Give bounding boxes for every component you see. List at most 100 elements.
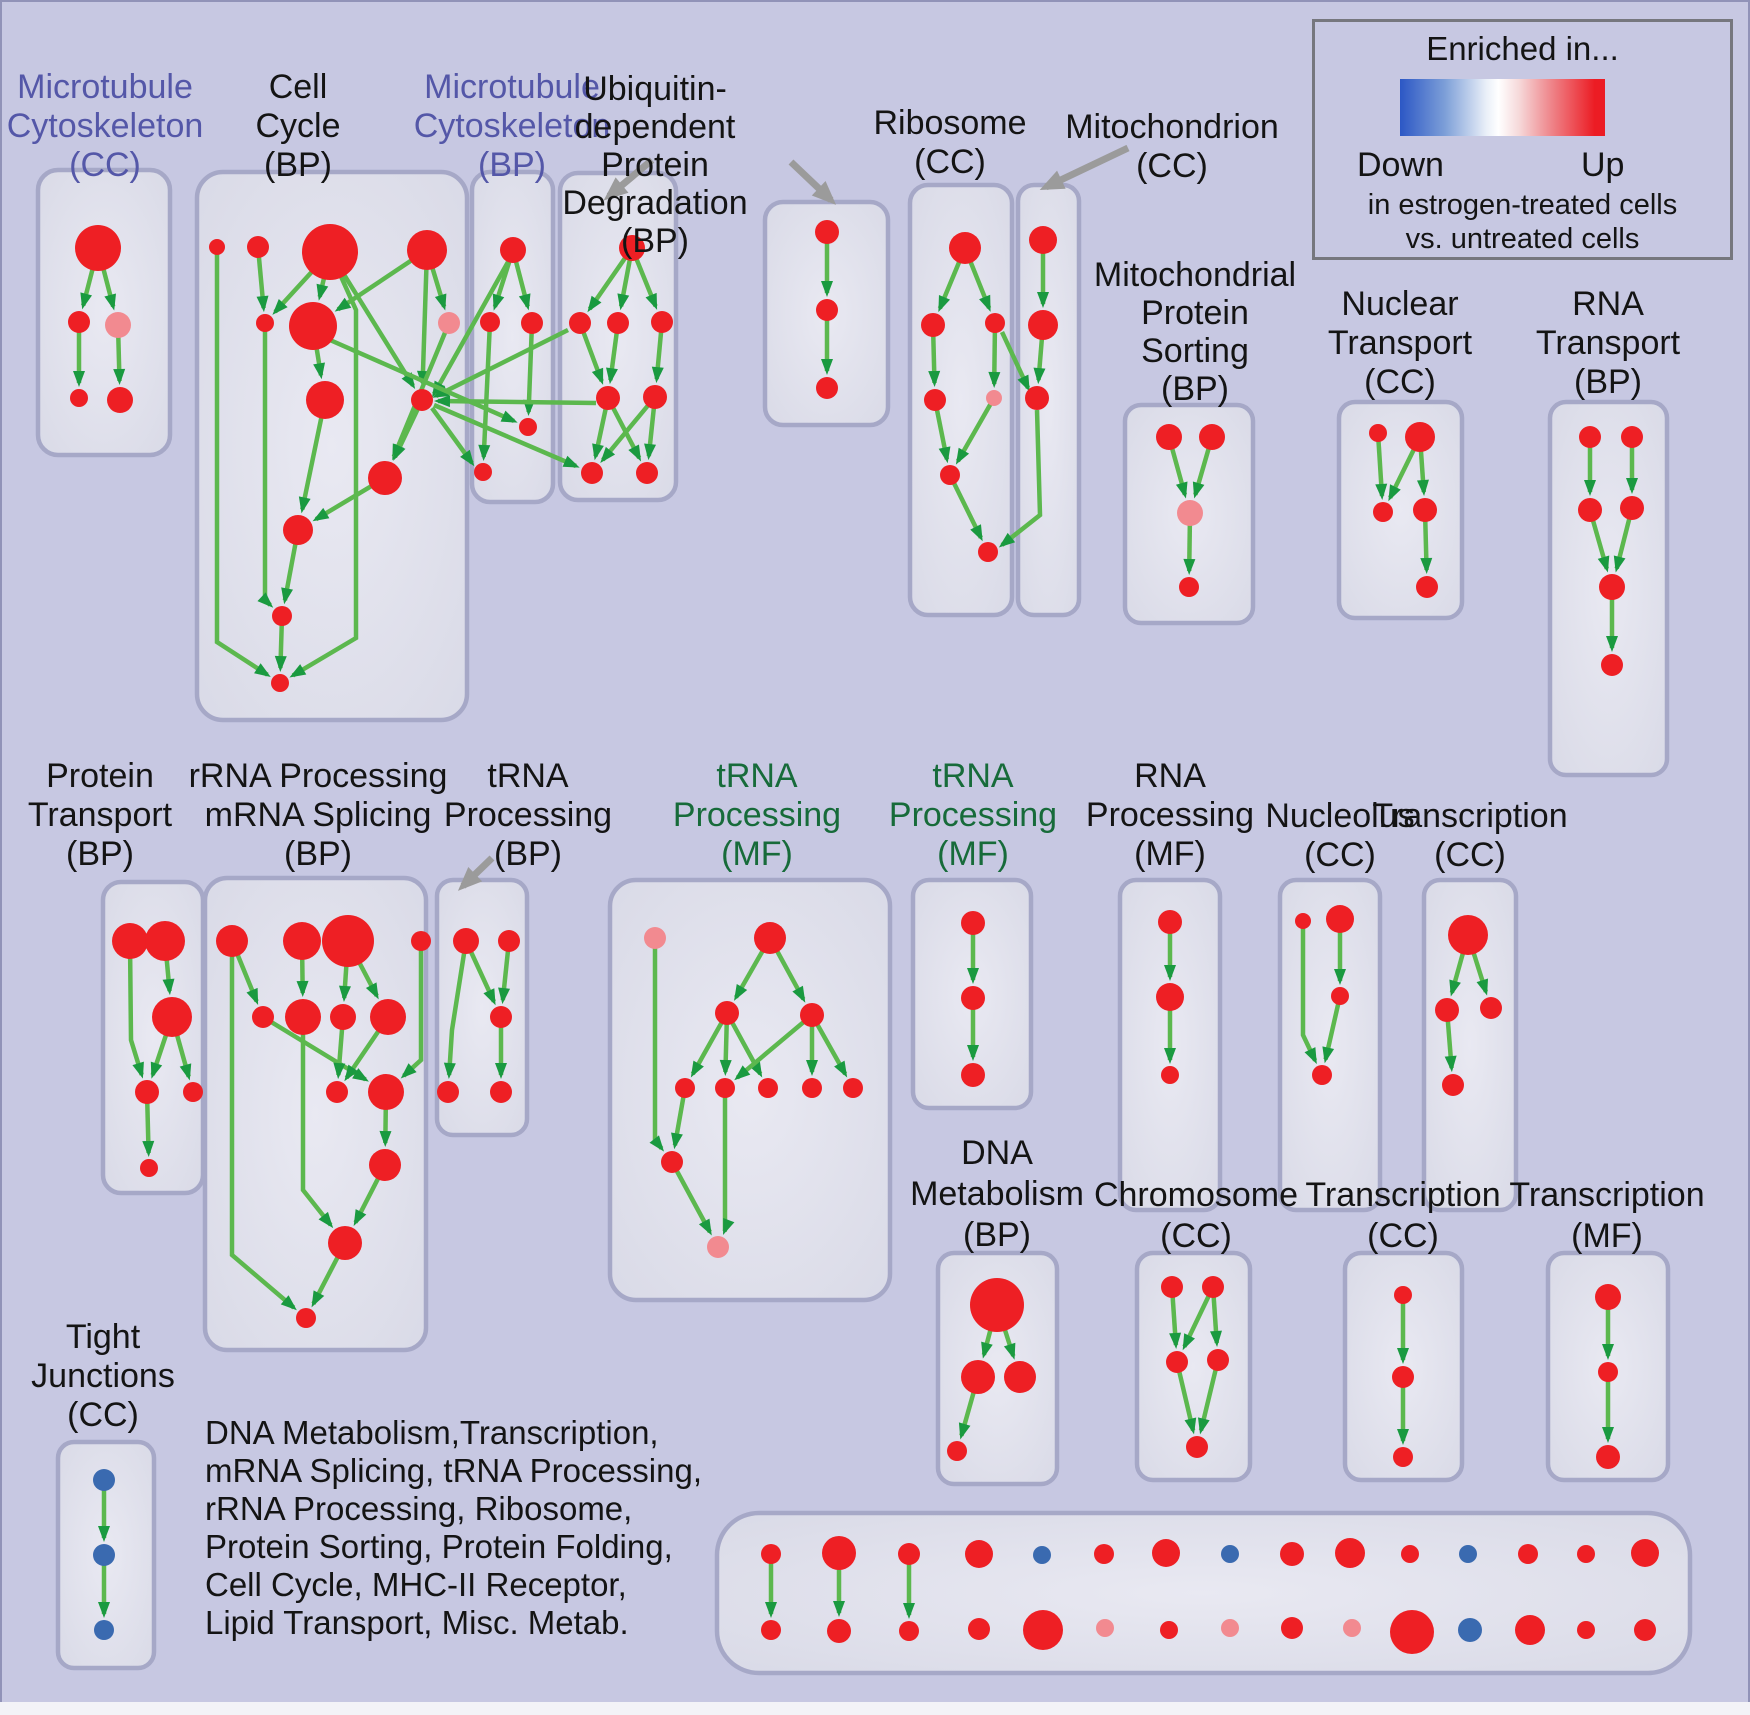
go-term-node — [521, 312, 543, 334]
go-term-node — [1373, 502, 1393, 522]
go-term-node — [1033, 1546, 1051, 1564]
go-term-node — [1280, 1542, 1304, 1566]
legend-gradient-bar — [1400, 79, 1605, 136]
go-term-node — [843, 1078, 863, 1098]
legend-title: Enriched in... — [1426, 30, 1619, 67]
go-term-node — [1156, 983, 1184, 1011]
go-term-node — [1480, 997, 1502, 1019]
go-term-node — [1459, 1545, 1477, 1563]
go-term-node — [152, 997, 192, 1037]
go-term-node — [1390, 1610, 1434, 1654]
go-term-node — [754, 922, 786, 954]
go-term-node — [1158, 910, 1182, 934]
bottom-margin-strip — [0, 1702, 1750, 1715]
go-term-node — [1577, 1545, 1595, 1563]
relation-arrow — [722, 1088, 735, 1236]
go-term-node — [368, 1074, 404, 1110]
relation-arrow — [1300, 921, 1318, 1065]
go-term-node — [707, 1236, 729, 1258]
go-term-node — [1413, 498, 1437, 522]
go-term-node — [1202, 1276, 1224, 1298]
go-term-node — [490, 1006, 512, 1028]
cross-cluster-arrow — [329, 337, 518, 424]
go-term-node — [252, 1006, 274, 1028]
go-term-node — [368, 461, 402, 495]
relation-arrow — [443, 940, 469, 1079]
go-term-node — [1096, 1619, 1114, 1637]
relation-arrow — [988, 322, 1001, 388]
go-term-node — [1029, 226, 1057, 254]
caption-line: Protein Sorting, Protein Folding, — [205, 1528, 673, 1565]
relation-arrow — [1197, 1359, 1221, 1435]
go-term-node — [1577, 1621, 1595, 1639]
mixed-terms-caption: DNA Metabolism,Transcription, mRNA Splic… — [205, 1414, 702, 1642]
relation-arrow — [478, 321, 493, 461]
go-term-node — [1186, 1436, 1208, 1458]
go-term-node — [822, 1536, 856, 1570]
go-term-node — [70, 389, 88, 407]
go-term-node — [289, 302, 337, 350]
cluster-box-nuclear-transport-cc — [1336, 399, 1465, 621]
go-term-node — [715, 1078, 735, 1098]
go-term-node — [800, 1003, 824, 1027]
legend: Enriched in... Down Up in estrogen-treat… — [1312, 19, 1733, 260]
go-term-node — [761, 1620, 781, 1640]
cluster-box-microtubule-cytoskeleton-cc — [35, 167, 173, 458]
relation-arrow — [214, 247, 271, 677]
go-term-node — [474, 463, 492, 481]
go-term-node — [1599, 574, 1625, 600]
go-term-node — [715, 1001, 739, 1025]
go-term-node — [1515, 1615, 1545, 1645]
cross-cluster-arrow — [432, 260, 510, 398]
go-term-node — [437, 1081, 459, 1103]
go-term-node — [970, 1278, 1024, 1332]
go-term-node — [296, 1308, 316, 1328]
go-term-node — [1405, 422, 1435, 452]
go-term-node — [1161, 1066, 1179, 1084]
relation-arrow — [670, 1160, 712, 1236]
relation-arrow — [1322, 995, 1343, 1064]
go-term-node — [1281, 1617, 1303, 1639]
go-term-node — [815, 220, 839, 244]
go-term-node — [1631, 1539, 1659, 1567]
go-term-node — [272, 606, 292, 626]
go-term-node — [1448, 915, 1488, 955]
go-term-node — [93, 1469, 115, 1491]
go-term-node — [107, 387, 133, 413]
go-term-node — [285, 999, 321, 1035]
go-term-node — [898, 1543, 920, 1565]
go-term-node — [411, 931, 431, 951]
go-term-node — [761, 1544, 781, 1564]
go-term-node — [961, 1063, 985, 1087]
go-term-node — [1179, 577, 1199, 597]
go-term-node — [328, 1226, 362, 1260]
cross-cluster-arrow — [433, 402, 580, 469]
go-term-node — [145, 921, 185, 961]
go-term-node — [1393, 1447, 1413, 1467]
go-term-node — [961, 1360, 995, 1394]
go-term-node — [569, 312, 591, 334]
go-term-node — [949, 232, 981, 264]
go-term-node — [985, 313, 1005, 333]
go-term-node — [1621, 426, 1643, 448]
relation-arrow — [1375, 432, 1388, 500]
go-term-node — [1221, 1545, 1239, 1563]
go-term-node — [183, 1082, 203, 1102]
cross-cluster-arrow — [998, 409, 1043, 548]
go-term-node — [1166, 1351, 1188, 1373]
go-term-node — [93, 1544, 115, 1566]
go-term-node — [283, 922, 321, 960]
relation-arrow — [127, 940, 144, 1079]
go-term-node — [369, 1149, 401, 1181]
go-term-node — [1177, 500, 1203, 526]
caption-line: Lipid Transport, Misc. Metab. — [205, 1604, 629, 1641]
relation-arrow — [523, 322, 536, 416]
go-term-node — [1458, 1618, 1482, 1642]
caption-line: rRNA Processing, Ribosome, — [205, 1490, 633, 1527]
go-term-node — [1028, 310, 1058, 340]
go-term-node — [271, 674, 289, 692]
go-term-node — [1161, 1276, 1183, 1298]
go-term-node — [326, 1081, 348, 1103]
go-term-node — [75, 225, 121, 271]
go-term-node — [1326, 905, 1354, 933]
